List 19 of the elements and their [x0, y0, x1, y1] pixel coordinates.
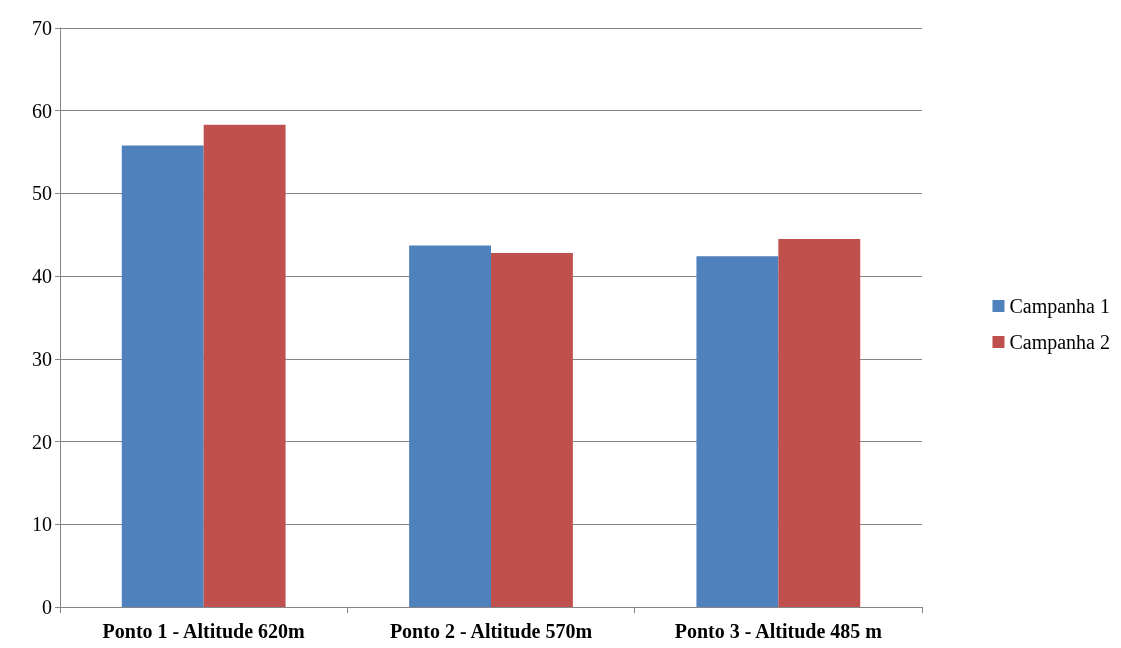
bar — [778, 238, 861, 607]
y-tick-label: 0 — [42, 596, 52, 618]
bar — [491, 252, 573, 607]
y-tick-label: 50 — [32, 182, 52, 205]
x-tick-label: Ponto 2 - Altitude 570m — [389, 620, 593, 642]
y-tick-label: 40 — [32, 265, 52, 288]
bar — [409, 245, 491, 607]
bar — [121, 145, 204, 607]
y-tick-label: 30 — [32, 347, 52, 370]
legend-label: Campanha 2 — [1009, 331, 1110, 354]
bar — [696, 256, 779, 607]
y-tick-label: 20 — [32, 430, 52, 453]
y-tick-label: 60 — [32, 99, 52, 122]
bar — [203, 124, 286, 607]
y-tick-label: 70 — [32, 17, 52, 39]
legend-label: Campanha 1 — [1009, 295, 1110, 318]
x-tick-label: Ponto 1 - Altitude 620m — [102, 620, 306, 642]
x-tick-label: Ponto 3 - Altitude 485 m — [674, 620, 883, 642]
y-tick-label: 10 — [32, 513, 52, 536]
